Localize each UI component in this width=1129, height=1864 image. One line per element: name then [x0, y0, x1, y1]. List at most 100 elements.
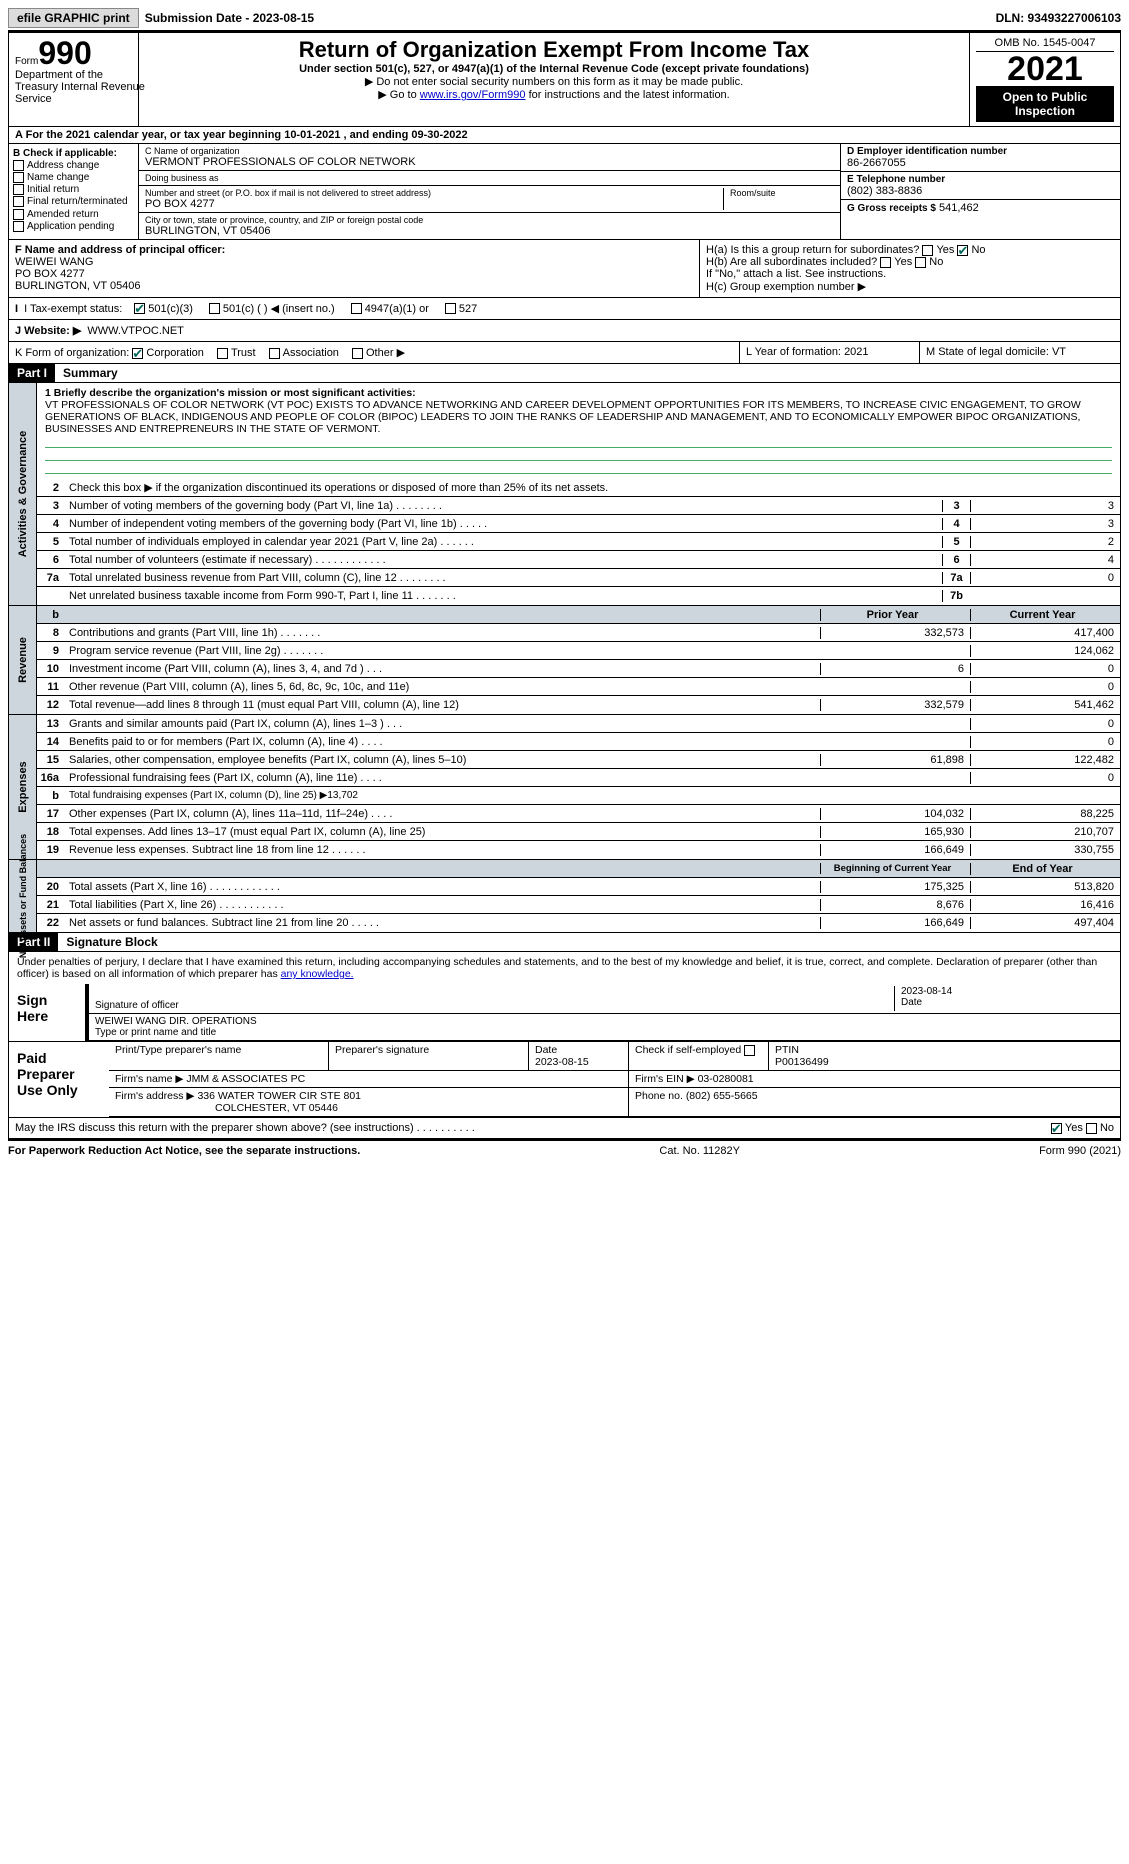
dln-number: DLN: 93493227006103: [996, 11, 1121, 25]
section-f: F Name and address of principal officer:…: [9, 240, 700, 297]
hb-no-checkbox[interactable]: [915, 257, 926, 268]
address-change-checkbox[interactable]: [13, 160, 24, 171]
firm-addr-label: Firm's address ▶: [115, 1090, 195, 1102]
mission-question: 1 Briefly describe the organization's mi…: [45, 387, 1112, 399]
527-checkbox[interactable]: [445, 303, 456, 314]
self-emp-label: Check if self-employed: [635, 1044, 741, 1056]
opt-assoc: Association: [283, 347, 339, 359]
line20-text: Total assets (Part X, line 16) . . . . .…: [65, 879, 820, 895]
form-title: Return of Organization Exempt From Incom…: [145, 37, 963, 63]
line17-prior: 104,032: [820, 808, 970, 820]
footer-form: Form 990 (2021): [1039, 1145, 1121, 1157]
gov-section: Activities & Governance 1 Briefly descri…: [8, 383, 1121, 606]
goto-line: ▶ Go to www.irs.gov/Form990 for instruct…: [145, 88, 963, 101]
hc-label: H(c) Group exemption number ▶: [706, 280, 1114, 293]
domicile-value: VT: [1052, 346, 1066, 358]
page-footer: For Paperwork Reduction Act Notice, see …: [8, 1141, 1121, 1157]
tax-status-label: I Tax-exempt status:: [24, 303, 122, 315]
sig-officer-label: Signature of officer: [95, 1000, 894, 1011]
501c-checkbox[interactable]: [209, 303, 220, 314]
section-a-taxyear: A For the 2021 calendar year, or tax yea…: [8, 127, 1121, 144]
line15-curr: 122,482: [970, 754, 1120, 766]
opt-amended-return: Amended return: [27, 209, 99, 220]
phone-label: E Telephone number: [847, 174, 1114, 185]
other-checkbox[interactable]: [352, 348, 363, 359]
row-i-taxstatus: II Tax-exempt status: 501(c)(3) 501(c) (…: [8, 298, 1121, 320]
self-emp-checkbox[interactable]: [744, 1045, 755, 1056]
amended-return-checkbox[interactable]: [13, 209, 24, 220]
ha-no: No: [971, 244, 985, 256]
irs-link[interactable]: www.irs.gov/Form990: [420, 89, 526, 101]
firm-phone-label: Phone no.: [635, 1090, 683, 1102]
form-header: Form990 Department of the Treasury Inter…: [8, 32, 1121, 127]
opt-501c: 501(c) ( ) ◀ (insert no.): [223, 302, 335, 315]
form-subtitle: Under section 501(c), 527, or 4947(a)(1)…: [145, 63, 963, 75]
discuss-question: May the IRS discuss this return with the…: [15, 1122, 475, 1134]
line14-text: Benefits paid to or for members (Part IX…: [65, 734, 820, 750]
street-label: Number and street (or P.O. box if mail i…: [145, 188, 717, 198]
line15-text: Salaries, other compensation, employee b…: [65, 752, 820, 768]
part2-badge: Part II: [9, 933, 58, 951]
line10-curr: 0: [970, 663, 1120, 675]
rev-tab-label: Revenue: [17, 637, 29, 683]
app-pending-checkbox[interactable]: [13, 221, 24, 232]
line8-text: Contributions and grants (Part VIII, lin…: [65, 625, 820, 641]
hb-yes: Yes: [894, 256, 912, 268]
hb-note: If "No," attach a list. See instructions…: [706, 268, 1114, 280]
row-klm: K Form of organization: Corporation Trus…: [8, 342, 1121, 364]
revenue-section: Revenue bPrior YearCurrent Year 8Contrib…: [8, 606, 1121, 715]
part2-title: Signature Block: [58, 933, 165, 951]
ha-yes-checkbox[interactable]: [922, 245, 933, 256]
corp-checkbox[interactable]: [132, 348, 143, 359]
submission-date: Submission Date - 2023-08-15: [145, 11, 314, 25]
line14-curr: 0: [970, 736, 1120, 748]
hb-yes-checkbox[interactable]: [880, 257, 891, 268]
section-h: H(a) Is this a group return for subordin…: [700, 240, 1120, 297]
signature-block: Under penalties of perjury, I declare th…: [8, 952, 1121, 1141]
website-label: J Website: ▶: [15, 324, 81, 337]
ha-no-checkbox[interactable]: [957, 245, 968, 256]
section-b: B Check if applicable: Address change Na…: [9, 144, 139, 239]
line7a-text: Total unrelated business revenue from Pa…: [65, 570, 942, 586]
final-return-checkbox[interactable]: [13, 196, 24, 207]
prior-year-hdr: Prior Year: [820, 609, 970, 621]
firm-phone: (802) 655-5665: [686, 1090, 758, 1102]
assoc-checkbox[interactable]: [269, 348, 280, 359]
line10-prior: 6: [820, 663, 970, 675]
gross-receipts-value: 541,462: [939, 202, 979, 214]
opt-name-change: Name change: [27, 172, 89, 183]
line11-curr: 0: [970, 681, 1120, 693]
ein-label: D Employer identification number: [847, 146, 1114, 157]
officer-addr2: BURLINGTON, VT 05406: [15, 280, 693, 292]
line6-text: Total number of volunteers (estimate if …: [65, 552, 942, 568]
org-name: VERMONT PROFESSIONALS OF COLOR NETWORK: [145, 156, 834, 168]
trust-checkbox[interactable]: [217, 348, 228, 359]
perjury-declaration: Under penalties of perjury, I declare th…: [9, 952, 1120, 984]
line10-text: Investment income (Part VIII, column (A)…: [65, 661, 820, 677]
opt-address-change: Address change: [27, 160, 99, 171]
initial-return-checkbox[interactable]: [13, 184, 24, 195]
line11-text: Other revenue (Part VIII, column (A), li…: [65, 679, 820, 695]
4947-checkbox[interactable]: [351, 303, 362, 314]
discuss-yes-checkbox[interactable]: [1051, 1123, 1062, 1134]
row-j-website: J Website: ▶ WWW.VTPOC.NET: [8, 320, 1121, 342]
opt-527: 527: [459, 303, 477, 315]
section-fh: F Name and address of principal officer:…: [8, 240, 1121, 298]
any-knowledge-link[interactable]: any knowledge.: [281, 968, 354, 980]
sign-here-label: Sign Here: [9, 984, 89, 1041]
year-formation-label: L Year of formation:: [746, 346, 841, 358]
line4-text: Number of independent voting members of …: [65, 516, 942, 532]
hb-no: No: [929, 256, 943, 268]
mission-block: 1 Briefly describe the organization's mi…: [37, 383, 1120, 479]
line15-prior: 61,898: [820, 754, 970, 766]
firm-name-label: Firm's name ▶: [115, 1073, 183, 1085]
name-change-checkbox[interactable]: [13, 172, 24, 183]
discuss-no-checkbox[interactable]: [1086, 1123, 1097, 1134]
efile-print-button[interactable]: efile GRAPHIC print: [8, 8, 139, 28]
line6-val: 4: [970, 554, 1120, 566]
section-m: M State of legal domicile: VT: [920, 342, 1120, 363]
tax-year-range: For the 2021 calendar year, or tax year …: [26, 129, 468, 141]
501c3-checkbox[interactable]: [134, 303, 145, 314]
opt-trust: Trust: [231, 347, 256, 359]
na-tab-label: Net Assets or Fund Balances: [18, 834, 28, 958]
